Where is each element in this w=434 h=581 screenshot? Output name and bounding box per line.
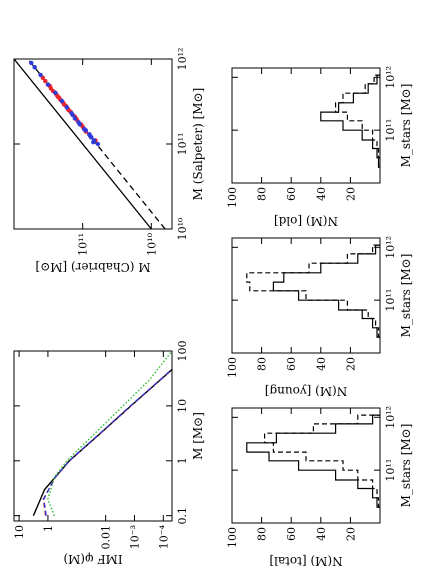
imf-ytick-label-4: 10⁻⁴ [157, 524, 170, 549]
hist-young-ytick-label-0: 20 [344, 357, 357, 371]
hist-total-xtick-label-1: 10¹² [384, 406, 397, 429]
mass-mass-plot-area [14, 59, 166, 229]
hist-total-ytick-label-2: 60 [285, 527, 298, 541]
hist-total-panel: 10¹¹ 10¹² 20 40 60 80 100 M_stars [M⊙] N(M) [tot… [226, 406, 413, 568]
mass-mass-ylabel: M (Chabrier) [M⊙] [35, 260, 150, 274]
hist-old-panel: 10¹¹ 10¹² 20 40 60 80 100 M_stars [M⊙] N(M) [old… [226, 66, 413, 228]
imf-ytick-label-1: 1 [42, 525, 55, 532]
imf-plot-area [32, 351, 172, 516]
imf-xtick-label-0: 0.1 [176, 507, 189, 525]
mass-mass-point-1-15 [91, 139, 96, 145]
imf-series-2 [42, 351, 172, 516]
imf-series-1 [42, 351, 172, 516]
imf-xtick-label-3: 100 [176, 341, 189, 362]
imf-ylabel: IMF φ(M) [63, 552, 122, 566]
mass-mass-point-0-26 [56, 95, 62, 100]
imf-xlabel: M [M⊙] [191, 412, 205, 460]
hist-total-ytick-label-4: 100 [226, 527, 239, 548]
hist-old-hist-1 [335, 74, 380, 168]
mass-mass-point-1-10 [53, 90, 58, 96]
mass-mass-point-1-17 [83, 128, 89, 133]
hist-young-panel: 10¹¹ 10¹² 20 40 60 80 100 M_stars [M⊙] N(M) [you… [226, 236, 413, 398]
mass-mass-xlabel: M (Salpeter) [M⊙] [191, 88, 205, 201]
mass-mass-point-1-8 [64, 105, 70, 110]
mass-mass-point-1-11 [45, 82, 51, 87]
imf-xtick-label-1: 1 [176, 457, 189, 464]
hist-young-ylabel: N(M) [young] [265, 384, 347, 398]
mass-mass-point-1-14 [29, 60, 34, 66]
imf-ytick-label-2: 0.01 [100, 525, 113, 550]
mass-mass-point-1-18 [76, 120, 81, 125]
hist-old-plot-area [320, 74, 380, 168]
mass-mass-point-1-13 [32, 65, 37, 70]
mass-mass-point-1-16 [87, 133, 93, 138]
hist-old-xtick-label-1: 10¹² [384, 66, 397, 89]
hist-old-ylabel: N(M) [old] [274, 214, 338, 228]
imf-series-3 [47, 351, 172, 516]
mass-mass-point-1-12 [38, 72, 43, 78]
hist-total-frame [231, 407, 381, 524]
imf-ytick-label-0: 10 [13, 525, 26, 539]
hist-old-frame [231, 67, 381, 184]
hist-total-hist-0 [246, 414, 380, 508]
hist-young-frame [231, 237, 381, 354]
hist-young-ytick-label-4: 100 [226, 357, 239, 378]
hist-total-ytick-label-0: 20 [344, 527, 357, 541]
rotated-figure: 0.1 1 10 100 10 1 0.01 10⁻³ 10⁻⁴ M [M⊙] IMF φ(M) 10… [13, 48, 413, 568]
mass-mass-ytick-label-0: 10¹⁰ [145, 232, 158, 255]
hist-total-hist-1 [264, 414, 380, 508]
hist-total-ytick-label-3: 80 [256, 527, 269, 541]
imf-panel: 0.1 1 10 100 10 1 0.01 10⁻³ 10⁻⁴ M [M⊙] IMF φ(M) [13, 341, 205, 567]
mass-mass-point-1-9 [59, 98, 65, 104]
hist-young-plot-area [246, 244, 380, 338]
imf-series-0 [32, 351, 172, 516]
mass-mass-ytick-label-1: 10¹¹ [77, 233, 90, 256]
hist-old-ytick-label-0: 20 [344, 187, 357, 201]
mass-mass-point-1-6 [72, 116, 78, 121]
hist-old-hist-0 [320, 74, 380, 168]
mass-mass-line-0 [14, 59, 152, 229]
hist-young-ytick-label-3: 80 [256, 357, 269, 371]
hist-total-plot-area [246, 414, 380, 508]
hist-total-xtick-label-0: 10¹¹ [384, 459, 397, 482]
hist-young-ytick-label-2: 60 [285, 357, 298, 371]
hist-old-ytick-label-1: 40 [315, 187, 328, 201]
hist-young-xlabel: M_stars [M⊙] [399, 254, 413, 338]
hist-total-ytick-label-1: 40 [315, 527, 328, 541]
hist-young-hist-1 [246, 244, 380, 338]
imf-ytick-label-3: 10⁻³ [128, 525, 141, 549]
mass-mass-point-1-19 [70, 112, 75, 118]
mass-mass-xtick-label-0: 10¹⁰ [176, 217, 189, 240]
hist-old-ytick-label-4: 100 [226, 187, 239, 208]
hist-old-xtick-label-0: 10¹¹ [384, 119, 397, 142]
mass-mass-xtick-label-1: 10¹¹ [176, 133, 189, 156]
hist-total-xlabel: M_stars [M⊙] [399, 424, 413, 508]
imf-frame [13, 350, 173, 522]
imf-xtick-label-2: 10 [176, 399, 189, 413]
hist-old-ytick-label-3: 80 [256, 187, 269, 201]
mass-mass-point-0-28 [43, 78, 48, 84]
hist-young-xtick-label-0: 10¹¹ [384, 289, 397, 312]
hist-old-ytick-label-2: 60 [285, 187, 298, 201]
hist-total-ylabel: N(M) [total] [269, 554, 342, 568]
mass-mass-point-1-0 [95, 141, 101, 147]
mass-mass-xtick-label-2: 10¹² [176, 48, 189, 71]
hist-old-xlabel: M_stars [M⊙] [399, 84, 413, 168]
hist-young-xtick-label-1: 10¹² [384, 236, 397, 259]
hist-young-ytick-label-1: 40 [315, 357, 328, 371]
